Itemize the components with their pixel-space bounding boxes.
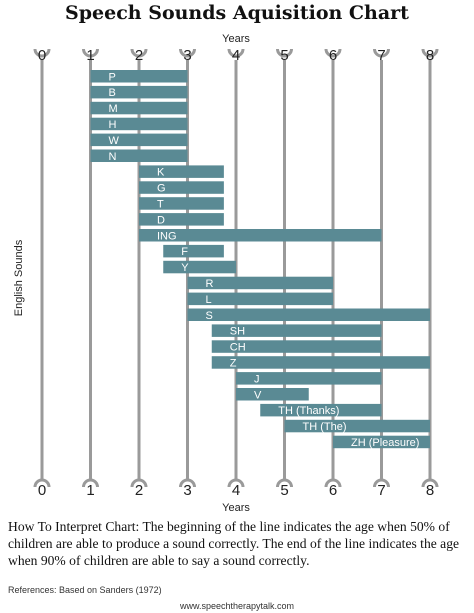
x-tick-label-bottom: 5 [280,482,288,499]
x-tick-label-top: 4 [232,47,240,64]
bar-g [139,181,224,194]
gridline-cap-bottom [82,478,99,488]
x-tick-label-bottom: 1 [86,482,94,499]
gridline-cap-top [276,48,293,58]
gridline-cap-bottom [276,478,293,488]
gridline-cap-top [324,48,342,58]
gridline-cap-top [82,48,99,58]
bar-th-thanks [260,403,382,417]
gridline-cap-top [179,48,196,58]
bar-zh-pleasure [333,435,430,449]
references-note: References: Based on Sanders (1972) [8,585,162,595]
x-axis-title-bottom: Years [222,502,250,514]
bar-label: T [157,199,164,211]
x-tick-label-top: 0 [38,47,46,64]
gridline-cap-bottom [373,478,390,488]
x-tick-label-bottom: 2 [135,482,143,499]
gridline-cap-top [227,48,245,58]
chart-title: Speech Sounds Aquisition Chart [65,2,409,24]
bar-b [90,85,188,99]
bar-n [90,149,188,162]
gridline-cap-top [130,48,148,58]
bar-label: W [109,135,120,147]
x-tick-label-top: 3 [183,47,191,64]
interpretation-caption: How To Interpret Chart: The beginning of… [8,519,460,568]
bar-label: Y [181,262,189,274]
x-tick-label-bottom: 3 [183,482,191,499]
bar-label: H [109,119,117,131]
bar-label: F [181,246,188,258]
bar-label: ING [157,230,177,242]
axis-labels: 0 0 1 1 2 2 3 3 4 4 5 5 6 6 7 7 8 8 Years Years English Soun… [13,33,434,514]
gridline-cap-bottom [324,478,342,488]
x-tick-label-top: 2 [135,47,143,64]
x-tick-label-bottom: 4 [232,482,240,499]
bar-label: K [157,167,165,179]
bar-label: TH (Thanks) [278,405,339,417]
bar-f [163,244,224,258]
bar-label: P [109,71,116,83]
bar-s [187,308,430,321]
bar-label: S [206,310,213,322]
bar-y [163,260,236,274]
x-tick-label-top: 6 [329,47,337,64]
bar-label: CH [230,342,246,354]
bar-z [211,356,430,369]
x-tick-label-top: 5 [280,47,288,64]
bar-sh [211,324,382,337]
bar-ing [139,229,382,242]
bar-label: J [254,373,260,385]
bar-l [187,292,333,306]
bar-j [236,372,382,385]
bar-label: M [109,103,118,115]
gridline-cap-bottom [130,478,148,488]
bar-v [236,388,309,401]
bar-label: Z [230,358,237,370]
x-tick-label-bottom: 7 [377,482,385,499]
x-tick-label-bottom: 6 [329,482,337,499]
bar-label: G [157,183,166,195]
bar-label: TH (The) [303,421,347,433]
x-axis-title-top: Years [222,33,250,45]
x-tick-label-top: 1 [86,47,94,64]
bar-d [139,213,224,226]
bar-p [90,70,188,83]
bar-t [139,197,224,210]
bar-label: SH [230,326,245,338]
y-axis-title: English Sounds [13,239,25,316]
gridline-cap-top [421,48,439,58]
x-tick-label-top: 7 [377,47,385,64]
gridline-cap-bottom [421,478,439,488]
bar-label: ZH (Pleasure) [351,437,419,449]
gridline-cap-top [33,48,51,58]
x-tick-label-bottom: 0 [38,482,46,499]
x-tick-label-top: 8 [426,47,434,64]
bar-label: D [157,214,165,226]
bar-r [187,276,333,290]
bar-w [90,133,188,147]
bar-label: L [206,294,212,306]
bar-m [90,101,188,115]
bar-label: V [254,389,262,401]
bar-th-the [284,419,430,433]
bar-label: B [109,87,116,99]
x-tick-label-bottom: 8 [426,482,434,499]
bar-label: R [206,278,214,290]
gridline-cap-bottom [227,478,245,488]
bar-h [90,117,188,131]
bar-ch [211,340,382,353]
gridline-cap-top [373,48,390,58]
website-url: www.speechtherapytalk.com [179,601,295,611]
bar-label: N [109,151,117,163]
gridline-cap-bottom [33,478,51,488]
gridline-cap-bottom [179,478,196,488]
bar-k [139,165,224,178]
